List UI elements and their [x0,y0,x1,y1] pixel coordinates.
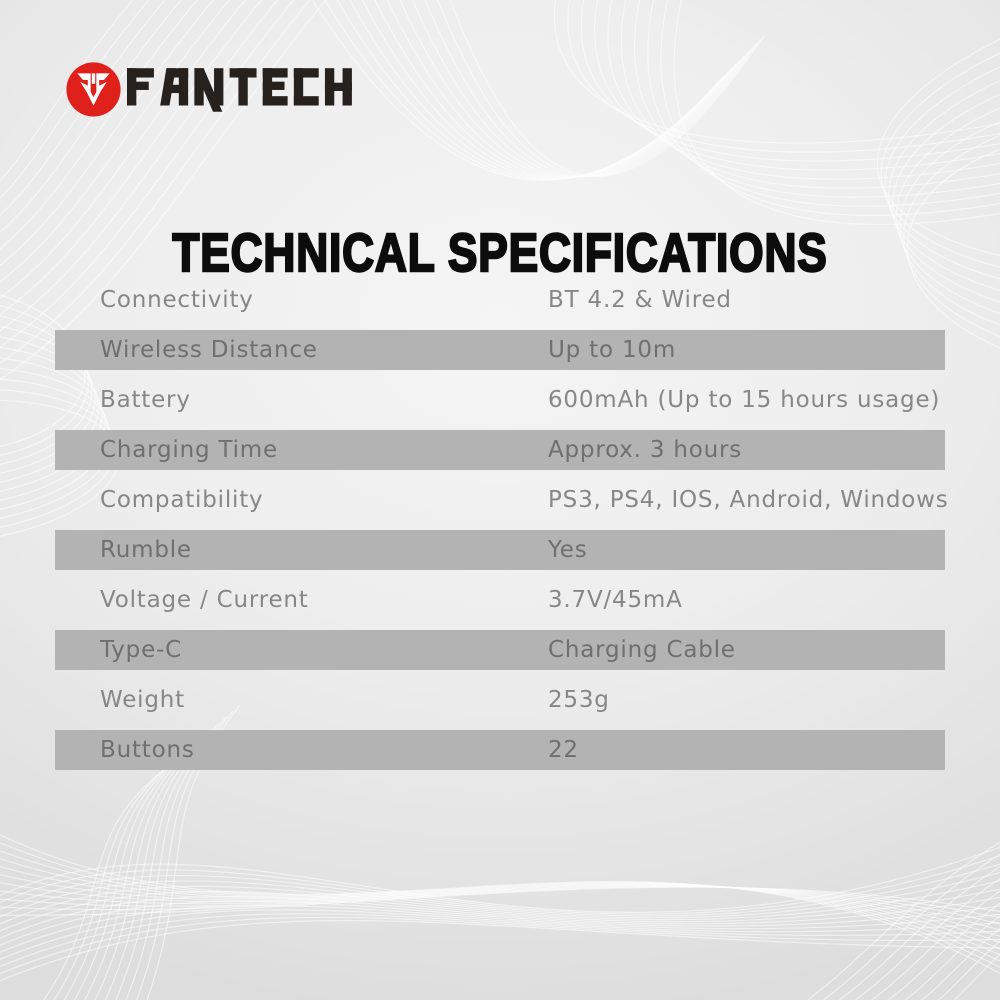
table-row: Battery 600mAh (Up to 15 hours usage) [55,375,945,425]
fantech-falcon-icon [66,62,121,117]
table-row: Connectivity BT 4.2 & Wired [55,275,945,325]
page-title: TECHNICAL SPECIFICATIONS [171,223,828,284]
spec-label: Buttons [100,737,195,763]
spec-value: Approx. 3 hours [548,437,743,463]
spec-table: Connectivity BT 4.2 & Wired Wireless Dis… [55,275,948,775]
table-row: Compatibility PS3, PS4, IOS, Android, Wi… [55,475,948,525]
spec-value: PS3, PS4, IOS, Android, Windows [548,487,949,513]
fantech-wordmark [127,68,352,112]
spec-label: Charging Time [100,437,278,463]
spec-value: 253g [548,687,610,713]
table-row: Charging Time Approx. 3 hours [55,425,945,475]
spec-value: BT 4.2 & Wired [548,287,732,313]
spec-value: 600mAh (Up to 15 hours usage) [548,387,941,413]
spec-value: Charging Cable [548,637,736,663]
spec-label: Compatibility [100,487,264,513]
spec-value: Up to 10m [548,337,677,363]
spec-value: Yes [548,537,588,563]
spec-label: Voltage / Current [100,587,309,613]
table-row: Rumble Yes [55,525,945,575]
spec-label: Battery [100,387,191,413]
table-row: Type-C Charging Cable [55,625,945,675]
spec-label: Rumble [100,537,192,563]
spec-value: 3.7V/45mA [548,587,683,613]
spec-value: 22 [548,737,579,763]
spec-label: Type-C [100,637,182,663]
spec-label: Weight [100,687,185,713]
table-row: Wireless Distance Up to 10m [55,325,945,375]
spec-label: Wireless Distance [100,337,318,363]
table-row: Voltage / Current 3.7V/45mA [55,575,945,625]
spec-label: Connectivity [100,287,254,313]
table-row: Weight 253g [55,675,945,725]
table-row: Buttons 22 [55,725,945,775]
